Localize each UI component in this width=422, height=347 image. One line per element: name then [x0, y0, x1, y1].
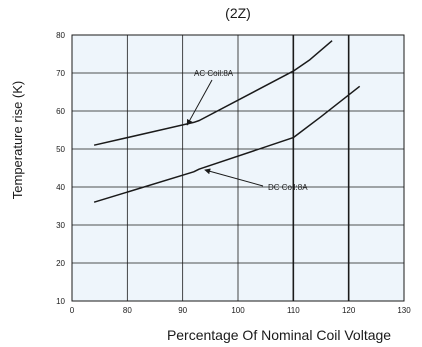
series-line-ac-coil-8a	[93, 40, 333, 146]
grid	[72, 35, 404, 301]
x-tick-label: 0	[70, 306, 75, 315]
series-line-dc-coil-8a	[93, 85, 361, 203]
y-tick-labels: 10 20 30 40 50 60 70 80	[56, 31, 65, 306]
y-tick-label: 30	[56, 221, 65, 230]
x-axis-label: Percentage Of Nominal Coil Voltage	[167, 327, 391, 343]
annotation-arrow-ac-coil-8a	[186, 79, 213, 126]
annotation-label-dc-coil-8a: DC Coil:8A	[268, 183, 308, 192]
x-tick-label: 110	[287, 306, 300, 315]
y-tick-label: 50	[56, 145, 65, 154]
y-tick-label: 10	[56, 297, 65, 306]
y-tick-label: 40	[56, 183, 65, 192]
y-tick-label: 80	[56, 31, 65, 40]
annotation-arrow-dc-coil-8a	[204, 168, 264, 187]
series-lines	[93, 40, 361, 203]
y-tick-label: 70	[56, 69, 65, 78]
x-tick-label: 90	[178, 306, 187, 315]
annotation-label-ac-coil-8a: AC Coil:8A	[194, 69, 234, 78]
y-tick-label: 60	[56, 107, 65, 116]
annotations: AC Coil:8A DC Coil:8A	[186, 69, 308, 192]
x-tick-label: 130	[397, 306, 411, 315]
x-tick-label: 80	[123, 306, 132, 315]
x-tick-label: 100	[231, 306, 245, 315]
chart-title: (2Z)	[225, 5, 251, 21]
y-axis-label: Temperature rise (K)	[10, 81, 25, 199]
x-tick-labels: 0 80 90 100 110 120 130	[70, 306, 411, 315]
x-tick-label: 120	[342, 306, 356, 315]
y-tick-label: 20	[56, 259, 65, 268]
